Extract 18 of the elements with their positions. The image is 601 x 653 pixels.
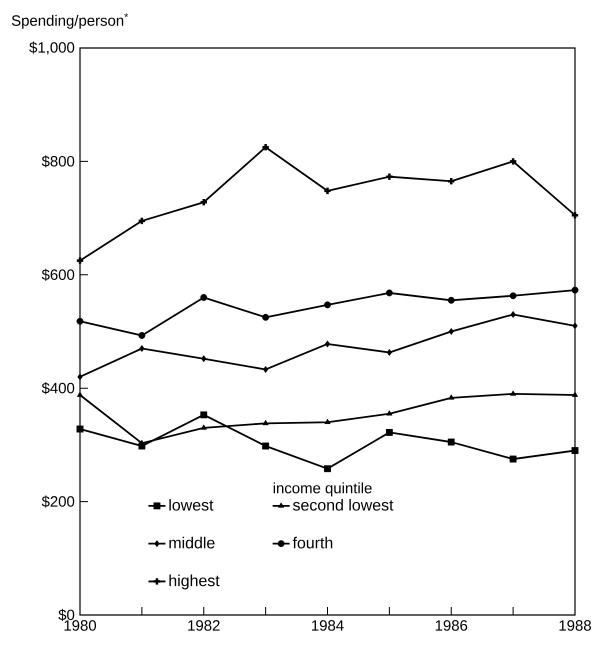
y-tick-label: $400 [42, 382, 74, 394]
legend-title: income quintile [274, 482, 372, 496]
y-axis-title: Spending/person$^{*}$ [12, 13, 128, 29]
x-tick-label: 1986 [436, 620, 468, 631]
x-tick-label: 1982 [188, 620, 220, 631]
legend-label: highest [169, 574, 220, 590]
y-tick-label: $1,000 [29, 42, 74, 54]
y-tick-label: $600 [42, 268, 74, 281]
x-tick-label: 1988 [560, 620, 591, 631]
legend-label: middle [169, 536, 215, 548]
x-tick-label: 1980 [64, 620, 96, 631]
y-tick-label: $800 [42, 155, 74, 168]
x-tick-label: 1984 [312, 620, 344, 631]
legend-label: lowest [169, 498, 214, 511]
legend-label: second lowest [292, 498, 394, 511]
y-tick-label: $0 [58, 608, 74, 622]
y-tick-label: $200 [42, 496, 74, 508]
legend-label: fourth [292, 536, 332, 548]
